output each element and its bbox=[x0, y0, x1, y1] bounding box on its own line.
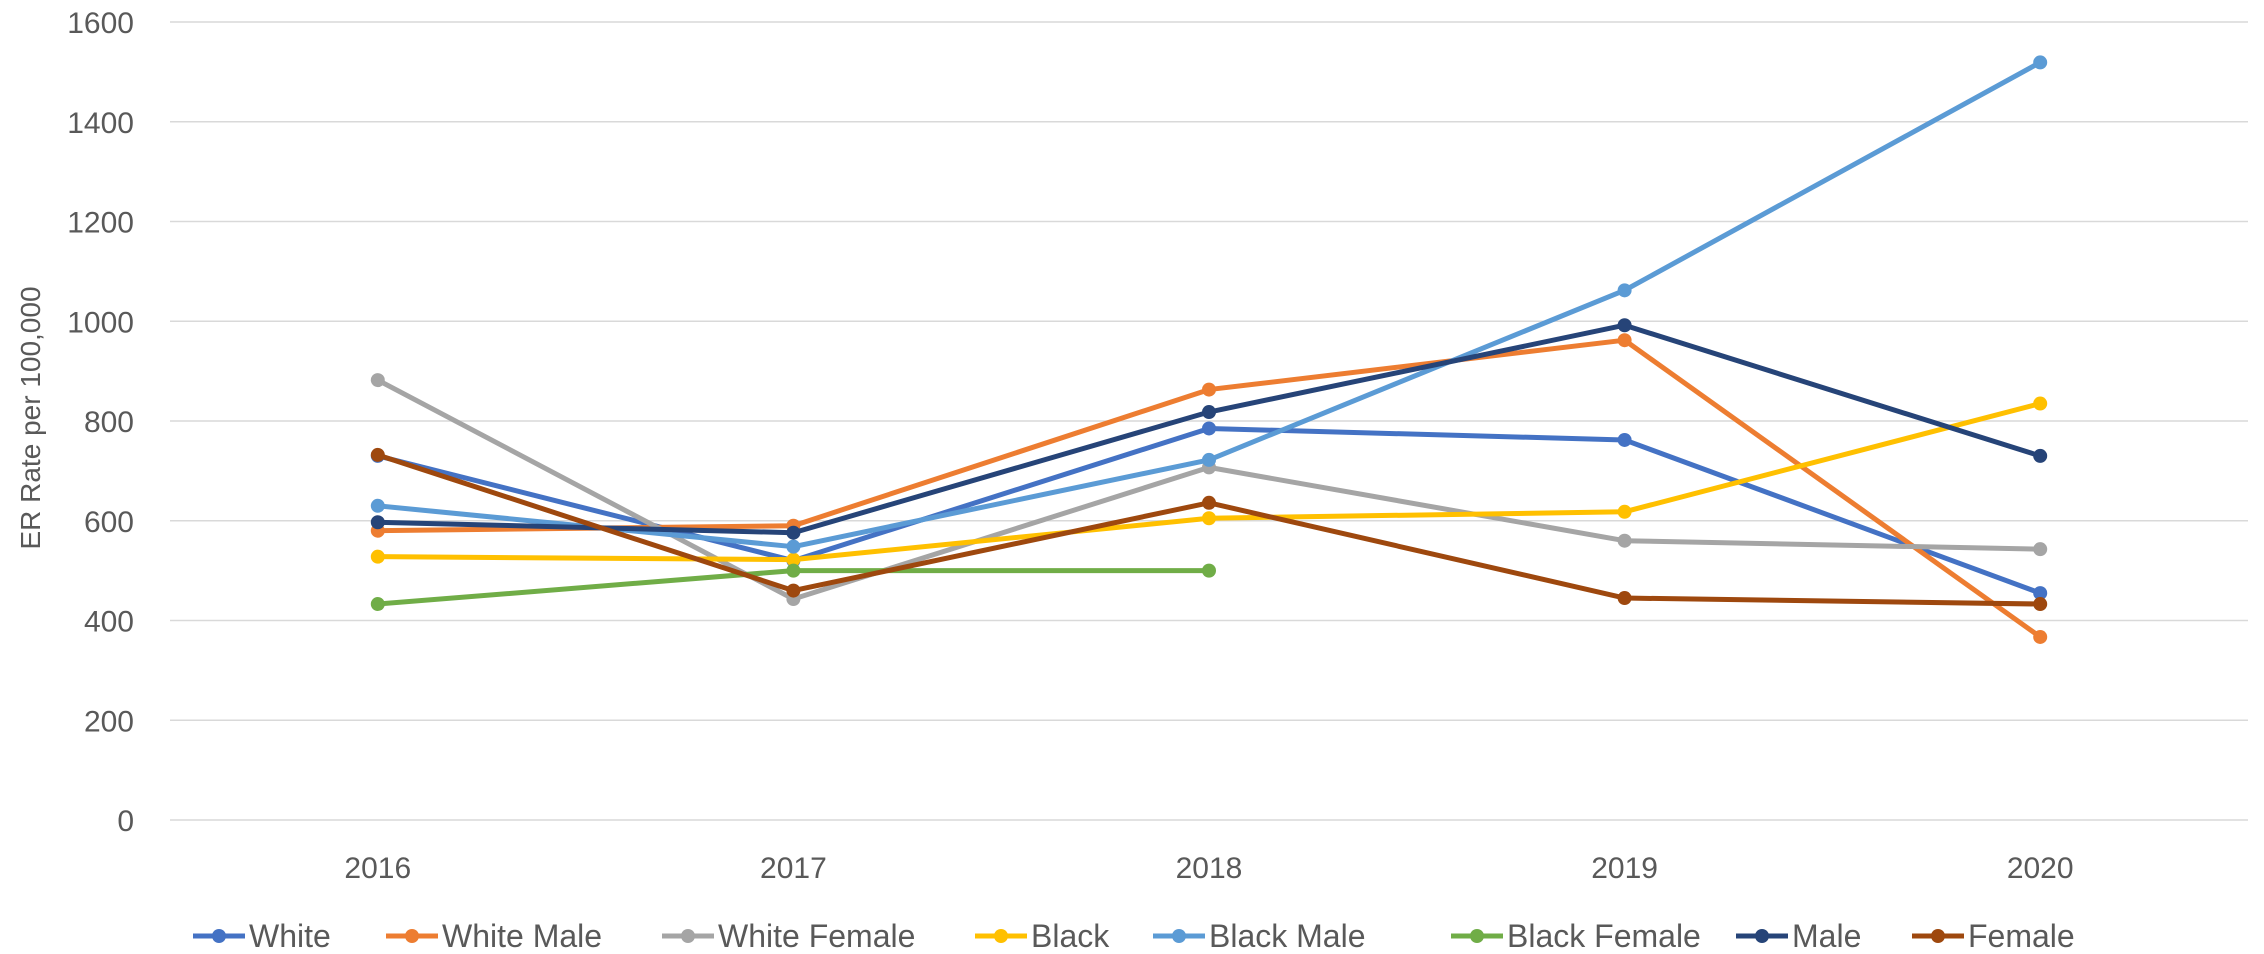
data-point-black-female bbox=[786, 563, 801, 578]
data-point-female bbox=[2033, 597, 2048, 612]
series-black-male bbox=[370, 55, 2048, 554]
y-axis-title: ER Rate per 100,000 bbox=[15, 286, 46, 549]
x-tick-label: 2017 bbox=[760, 852, 827, 885]
legend-marker-male bbox=[1755, 929, 1769, 943]
data-point-white-male bbox=[1202, 382, 1216, 397]
legend-label-black: Black bbox=[1031, 918, 1110, 954]
legend-item-black-female: Black Female bbox=[1451, 918, 1701, 954]
data-point-male bbox=[1202, 405, 1216, 420]
legend-item-white: White bbox=[193, 918, 331, 954]
data-point-black bbox=[1617, 504, 1632, 519]
data-point-black-female bbox=[370, 597, 385, 612]
data-point-black-male bbox=[1202, 452, 1216, 467]
series-female bbox=[370, 447, 2048, 612]
data-point-male bbox=[2033, 448, 2048, 463]
legend-label-white-female: White Female bbox=[718, 918, 915, 954]
legend-item-male: Male bbox=[1736, 918, 1861, 954]
legend-item-black: Black bbox=[975, 918, 1110, 954]
legend-item-white-male: White Male bbox=[386, 918, 602, 954]
series-male bbox=[370, 318, 2048, 540]
data-point-white-male bbox=[2033, 629, 2048, 644]
data-point-white-male bbox=[1617, 333, 1632, 348]
legend-label-female: Female bbox=[1968, 918, 2075, 954]
x-tick-label: 2019 bbox=[1591, 852, 1658, 885]
y-tick-label: 400 bbox=[84, 606, 134, 639]
data-point-female bbox=[1202, 495, 1216, 510]
legend-label-white-male: White Male bbox=[442, 918, 602, 954]
data-point-black-male bbox=[1617, 283, 1632, 298]
legend-marker-white-male bbox=[405, 929, 419, 943]
data-point-black bbox=[1202, 511, 1216, 526]
data-point-female bbox=[1617, 591, 1632, 606]
legend-label-male: Male bbox=[1792, 918, 1861, 954]
y-tick-label: 800 bbox=[84, 406, 134, 439]
y-tick-label: 1600 bbox=[67, 7, 134, 40]
data-point-white bbox=[1202, 421, 1216, 436]
y-tick-label: 0 bbox=[117, 805, 134, 838]
data-point-female bbox=[370, 447, 385, 462]
legend-marker-black-female bbox=[1470, 929, 1484, 943]
y-tick-label: 1400 bbox=[67, 107, 134, 140]
x-tick-label: 2020 bbox=[2007, 852, 2074, 885]
legend-label-white: White bbox=[249, 918, 331, 954]
y-tick-label: 600 bbox=[84, 506, 134, 539]
data-point-male bbox=[786, 525, 801, 540]
data-point-black-female bbox=[1202, 563, 1216, 578]
y-axis-ticks: 0 200 400 600 800 1000 1200 1400 1600 bbox=[67, 7, 134, 838]
legend-item-white-female: White Female bbox=[662, 918, 915, 954]
legend-item-black-male: Black Male bbox=[1153, 918, 1366, 954]
data-point-white bbox=[1617, 432, 1632, 447]
series-white-female bbox=[370, 373, 2048, 607]
data-point-black-male bbox=[370, 498, 385, 513]
legend-marker-black-male bbox=[1172, 929, 1186, 943]
legend-marker-white bbox=[212, 929, 226, 943]
data-point-black bbox=[370, 549, 385, 564]
legend-label-black-female: Black Female bbox=[1507, 918, 1701, 954]
data-point-black-male bbox=[786, 539, 801, 554]
data-point-black-male bbox=[2033, 55, 2048, 70]
x-tick-label: 2018 bbox=[1176, 852, 1243, 885]
legend-marker-female bbox=[1931, 929, 1945, 943]
data-point-white-female bbox=[1617, 533, 1632, 548]
y-tick-label: 200 bbox=[84, 705, 134, 738]
data-point-female bbox=[786, 583, 801, 598]
series-black-female bbox=[370, 563, 1216, 612]
y-tick-label: 1000 bbox=[67, 306, 134, 339]
x-tick-label: 2016 bbox=[344, 852, 411, 885]
legend-label-black-male: Black Male bbox=[1209, 918, 1366, 954]
legend-marker-white-female bbox=[681, 929, 695, 943]
series-lines bbox=[370, 55, 2048, 644]
data-point-white-female bbox=[2033, 542, 2048, 557]
legend-item-female: Female bbox=[1912, 918, 2075, 954]
data-point-black bbox=[786, 552, 801, 567]
data-point-white-female bbox=[370, 373, 385, 388]
data-point-black bbox=[2033, 396, 2048, 411]
legend: White White Male White Female Black Black Ma… bbox=[193, 918, 2075, 954]
x-axis-ticks: 2016 2017 2018 2019 2020 bbox=[344, 852, 2073, 885]
data-point-white bbox=[2033, 586, 2048, 601]
data-point-male bbox=[370, 515, 385, 530]
y-tick-label: 1200 bbox=[67, 207, 134, 240]
series-black bbox=[370, 396, 2048, 567]
legend-marker-black bbox=[994, 929, 1008, 943]
data-point-male bbox=[1617, 318, 1632, 333]
